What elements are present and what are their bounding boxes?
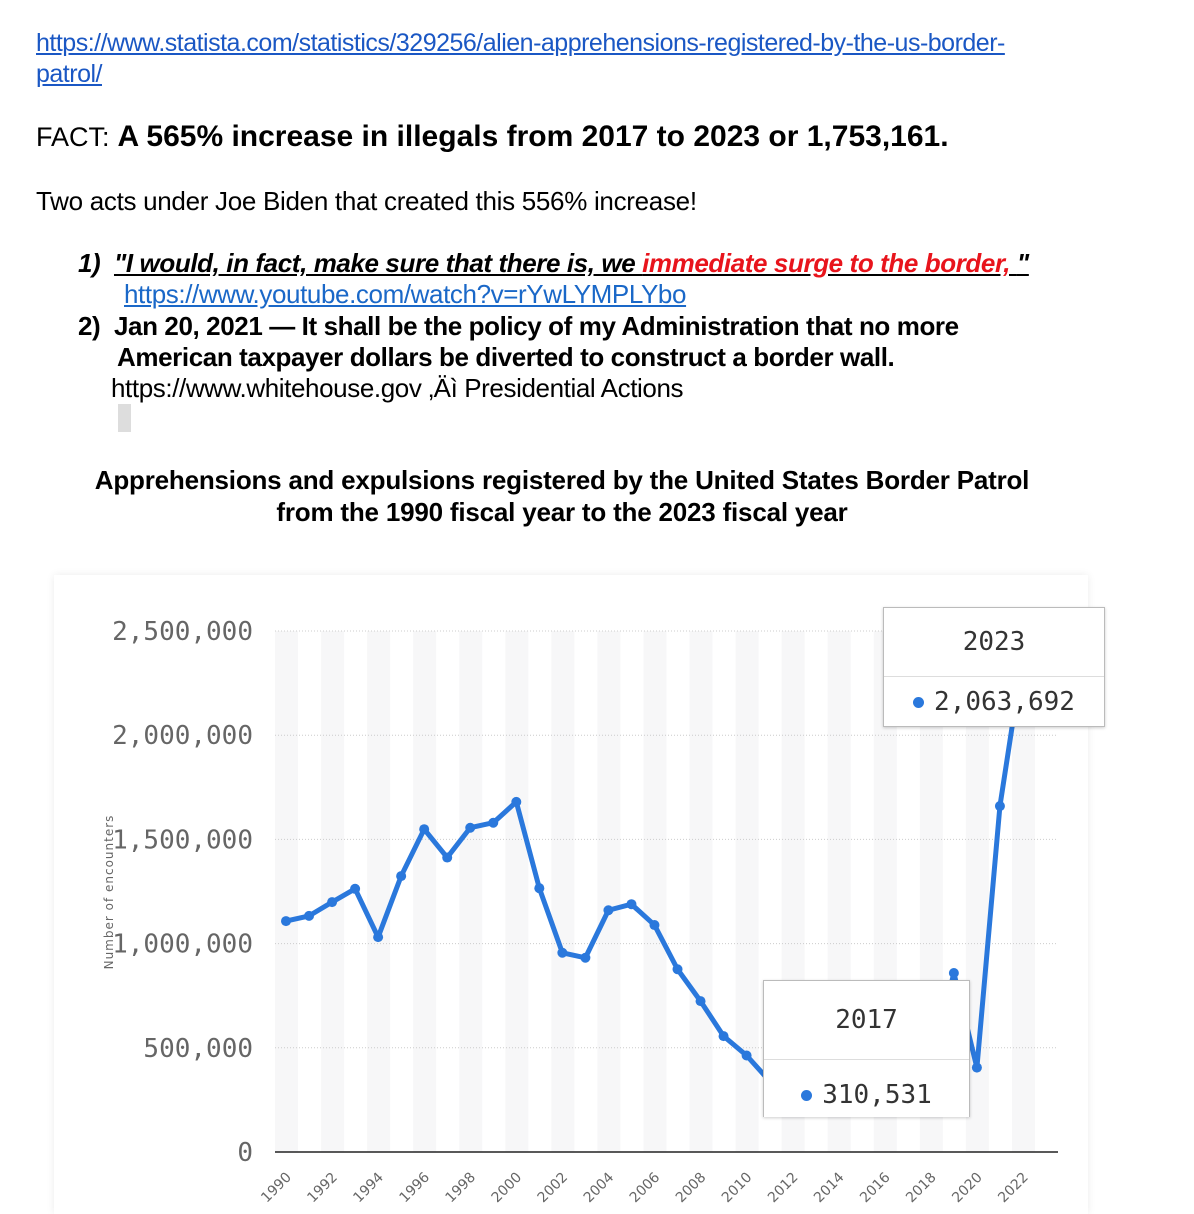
data-point bbox=[304, 910, 315, 921]
x-tick-label: 2004 bbox=[581, 1169, 618, 1206]
item-number: 2) bbox=[78, 311, 101, 341]
data-point bbox=[511, 796, 522, 807]
x-tick-label: 2014 bbox=[811, 1169, 848, 1206]
whitehouse-source: https://www.whitehouse.gov ‚Äì President… bbox=[111, 373, 684, 403]
chart-title-line-1: Apprehensions and expulsions registered … bbox=[94, 465, 1030, 495]
x-tick-label: 1996 bbox=[396, 1169, 433, 1206]
data-point bbox=[350, 883, 361, 894]
data-point bbox=[281, 916, 291, 927]
series-dot-icon bbox=[913, 697, 925, 708]
y-tick-label: 0 bbox=[237, 1138, 253, 1168]
acts-intro: Two acts under Joe Biden that created th… bbox=[36, 186, 697, 216]
x-tick-label: 2016 bbox=[857, 1169, 894, 1206]
column-band bbox=[597, 631, 621, 1152]
column-band bbox=[413, 631, 437, 1152]
x-tick-label: 2002 bbox=[535, 1170, 572, 1207]
tooltip-value: 2,063,692 bbox=[934, 687, 1075, 717]
x-tick-label: 2012 bbox=[765, 1170, 802, 1207]
column-band bbox=[459, 631, 483, 1152]
x-tick-label: 2010 bbox=[719, 1170, 756, 1207]
data-point bbox=[994, 801, 1005, 812]
item-1: 1) "I would, in fact, make sure that the… bbox=[78, 248, 1029, 279]
data-point bbox=[465, 822, 476, 833]
data-point bbox=[741, 1050, 752, 1061]
x-tick-label: 2020 bbox=[949, 1170, 986, 1207]
chart-title-line-2: from the 1990 fiscal year to the 2023 fi… bbox=[276, 497, 848, 527]
data-point bbox=[971, 1062, 982, 1073]
chart-title: Apprehensions and expulsions registered … bbox=[0, 464, 1124, 528]
x-tick-label: 2018 bbox=[903, 1170, 940, 1207]
data-point bbox=[419, 824, 430, 835]
column-band bbox=[505, 631, 529, 1152]
tooltip-year: 2023 bbox=[884, 608, 1104, 677]
column-band bbox=[735, 631, 759, 1152]
x-tick-label: 1990 bbox=[258, 1170, 295, 1207]
column-band bbox=[321, 631, 345, 1152]
text-cursor bbox=[118, 404, 131, 432]
data-point bbox=[488, 817, 499, 828]
item-2: 2) Jan 20, 2021 — It shall be the policy… bbox=[78, 311, 959, 373]
quote: "I would, in fact, make sure that there … bbox=[114, 248, 1029, 278]
data-point bbox=[442, 852, 453, 863]
x-tick-label: 2008 bbox=[673, 1170, 710, 1207]
quote-text: "I would, in fact, make sure that there … bbox=[113, 248, 643, 278]
column-band bbox=[1011, 631, 1035, 1152]
data-point bbox=[534, 883, 545, 894]
data-point bbox=[327, 897, 338, 908]
column-band bbox=[367, 631, 391, 1152]
data-point bbox=[580, 952, 591, 963]
data-point bbox=[557, 947, 568, 958]
data-point bbox=[718, 1031, 729, 1042]
data-point bbox=[626, 899, 637, 910]
fact-label: FACT: bbox=[36, 122, 110, 152]
item-2-line-1: Jan 20, 2021 — It shall be the policy of… bbox=[113, 311, 959, 341]
y-tick-label: 500,000 bbox=[143, 1034, 253, 1064]
x-tick-label: 1998 bbox=[443, 1170, 480, 1207]
column-band bbox=[643, 631, 667, 1152]
y-tick-label: 1,000,000 bbox=[112, 930, 253, 960]
x-tick-label: 2022 bbox=[995, 1170, 1032, 1207]
data-point bbox=[373, 932, 384, 943]
data-point bbox=[948, 967, 959, 978]
y-axis-label: Number of encounters bbox=[102, 815, 116, 970]
x-tick-label: 1994 bbox=[350, 1169, 387, 1206]
source-link[interactable]: https://www.statista.com/statistics/3292… bbox=[36, 29, 1005, 88]
quote-end: " bbox=[1016, 248, 1029, 278]
quote-highlight: immediate surge to the border, bbox=[642, 248, 1017, 278]
data-point bbox=[396, 871, 407, 882]
data-point bbox=[649, 920, 660, 931]
y-tick-label: 2,500,000 bbox=[112, 617, 253, 647]
youtube-link[interactable]: https://www.youtube.com/watch?v=rYwLYMPL… bbox=[124, 279, 687, 309]
tooltip-2017: 2017 310,531 bbox=[763, 980, 970, 1117]
data-point bbox=[695, 996, 706, 1007]
item-number: 1) bbox=[78, 248, 101, 278]
fact-line: FACT: A 565% increase in illegals from 20… bbox=[36, 120, 949, 154]
column-band bbox=[275, 631, 298, 1152]
tooltip-value: 310,531 bbox=[822, 1080, 932, 1110]
column-band bbox=[689, 631, 713, 1152]
x-tick-label: 1992 bbox=[304, 1170, 341, 1207]
tooltip-year: 2017 bbox=[764, 981, 969, 1060]
fact-text: A 565% increase in illegals from 2017 to… bbox=[117, 120, 949, 153]
item-2-line-2: American taxpayer dollars be diverted to… bbox=[117, 342, 895, 372]
x-tick-label: 2000 bbox=[489, 1170, 526, 1207]
x-tick-label: 2006 bbox=[627, 1169, 664, 1206]
data-point bbox=[603, 905, 614, 916]
data-point bbox=[672, 964, 683, 975]
y-tick-label: 2,000,000 bbox=[112, 721, 253, 751]
tooltip-2023: 2023 2,063,692 bbox=[883, 607, 1105, 727]
series-dot-icon bbox=[801, 1090, 813, 1101]
y-tick-label: 1,500,000 bbox=[112, 825, 253, 855]
column-band bbox=[551, 631, 575, 1152]
